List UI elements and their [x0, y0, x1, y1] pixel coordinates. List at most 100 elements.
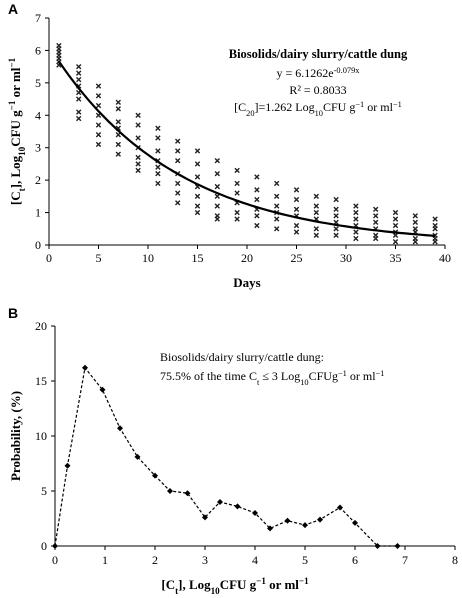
panel-a-data-point	[95, 132, 102, 138]
panel-a-data-point	[115, 141, 121, 148]
panel-b-x-tick-label: 2	[152, 553, 158, 567]
panel-a-data-point	[135, 167, 141, 174]
panel-a-label: A	[8, 1, 18, 17]
panel-a-data-point	[254, 187, 260, 193]
panel-a-y-tick-label: 5	[35, 76, 41, 90]
panel-a-data-point	[214, 216, 220, 222]
panel-a-data-point	[353, 216, 359, 222]
panel-b-data-point	[352, 519, 358, 526]
panel-a-data-point	[353, 209, 359, 216]
panel-a-y-tick-label: 0	[35, 238, 41, 252]
panel-b-annotation-line2-part: CFUg	[309, 369, 338, 383]
panel-a-y-axis-title-part: ], Log	[8, 155, 23, 188]
panel-a-data-point	[175, 200, 181, 206]
panel-b-data-point	[234, 503, 241, 510]
panel-a-x-tick-label: 0	[46, 251, 52, 265]
panel-a-data-point	[76, 70, 82, 76]
panel-a-x-tick-label: 25	[291, 251, 303, 265]
panel-a-data-point	[234, 209, 240, 216]
panel-a-data-point	[214, 203, 220, 209]
panel-a-data-point	[392, 222, 399, 229]
panel-a-data-point	[254, 213, 260, 219]
panel-a-y-tick-label: 4	[35, 108, 41, 122]
panel-a-data-point	[194, 148, 201, 154]
panel-a-y-axis-title-part: [C	[8, 191, 23, 205]
panel-a-y-axis-title-part: −1	[7, 100, 17, 110]
panel-b-x-axis-title-part: t	[175, 586, 178, 596]
panel-a-c20-part: −1	[355, 100, 364, 109]
panel-b-x-tick-label: 6	[352, 553, 358, 567]
panel-a-y-tick-label: 7	[35, 11, 41, 25]
panel-a-c20-part: 10	[315, 109, 323, 118]
panel-a-y-axis-title-part: CFU g	[8, 110, 23, 147]
panel-a-data-point	[274, 180, 280, 187]
panel-b-data-point	[99, 386, 106, 393]
panel-a-data-point	[234, 180, 240, 187]
panel-b-x-tick-label: 8	[452, 553, 458, 567]
panel-a-data-point	[293, 187, 300, 193]
panel-a-data-point	[274, 203, 280, 209]
panel-a-x-tick-label: 10	[142, 251, 154, 265]
panel-b-line	[54, 366, 398, 547]
panel-a-points	[56, 42, 438, 245]
panel-a-y-tick-label: 1	[35, 206, 41, 220]
panel-a-c20-part: ]=1.262 Log	[255, 100, 315, 114]
panel-b-x-tick-label: 7	[402, 553, 408, 567]
panel-a-data-point	[115, 151, 121, 157]
panel-a-c20-part: or ml	[364, 100, 393, 114]
panel-a-x-tick-label: 40	[439, 251, 451, 265]
panel-b-x-tick-label: 4	[252, 553, 258, 567]
panel-a-data-point	[95, 102, 102, 109]
panel-a-y-tick-label: 3	[35, 141, 41, 155]
panel-b-y-tick-label: 5	[41, 484, 47, 498]
panel-a-r2: R² = 0.8033	[289, 83, 346, 97]
panel-a-x-axis-title: Days	[233, 275, 260, 290]
panel-b-data-point	[317, 516, 323, 523]
panel-a-data-point	[155, 164, 161, 170]
panel-a-data-point	[155, 125, 161, 131]
panel-a-data-point	[115, 119, 121, 125]
panel-b-data-point	[64, 462, 71, 469]
panel-a-equation-exp: -0.079x	[334, 66, 361, 75]
panel-a-y-axis-title-part: or ml	[8, 67, 23, 100]
panel-b-label: B	[8, 305, 18, 321]
panel-a-data-point	[155, 148, 161, 154]
panel-a-data-point	[175, 180, 181, 187]
panel-b-annotation-line2-part: −1	[338, 369, 347, 378]
panel-a-fit-curve	[58, 60, 436, 237]
panel-a-data-point	[373, 206, 379, 213]
panel-a-data-point	[333, 206, 339, 213]
panel-a-data-point	[135, 122, 141, 128]
panel-a-data-point	[313, 193, 319, 200]
panel-a-data-point	[412, 219, 418, 225]
panel-a-c20-part: 20	[246, 109, 254, 118]
panel-a-data-point	[392, 209, 399, 216]
panel-a-y-axis-title-part: 10	[17, 146, 27, 156]
panel-b-data-point	[52, 543, 58, 549]
panel-a-data-point	[333, 226, 339, 232]
panel-a-equation-base: y = 6.1262e	[277, 66, 334, 80]
panel-a-data-point	[175, 148, 181, 154]
panel-a-data-point	[76, 63, 82, 70]
panel-b-data-point	[82, 364, 88, 371]
panel-a-data-point	[353, 203, 359, 209]
panel-b-x-axis-title-part: ], Log	[178, 577, 211, 592]
panel-b-data-point	[284, 517, 291, 524]
panel-a-data-point	[432, 222, 438, 229]
panel-b-x-axis-title-part: −1	[256, 576, 266, 586]
panel-a-y-axis-title-part: −1	[7, 57, 17, 67]
panel-b-y-tick-label: 10	[35, 429, 47, 443]
panel-a-data-point	[76, 115, 82, 122]
panel-a-data-point	[234, 190, 240, 196]
panel-b-data-point	[374, 543, 381, 549]
panel-a-data-point	[432, 216, 438, 222]
panel-b-x-axis-title-part: CFU g	[220, 577, 257, 592]
panel-a-y-axis-title-part: t	[17, 188, 27, 191]
panel-b-x-tick-label: 5	[302, 553, 308, 567]
panel-b-data-point	[117, 425, 123, 432]
panel-b-data-point	[394, 543, 401, 549]
panel-a-data-point	[135, 112, 141, 118]
panel-a-data-point	[333, 232, 339, 238]
panel-a-data-point	[254, 196, 260, 203]
